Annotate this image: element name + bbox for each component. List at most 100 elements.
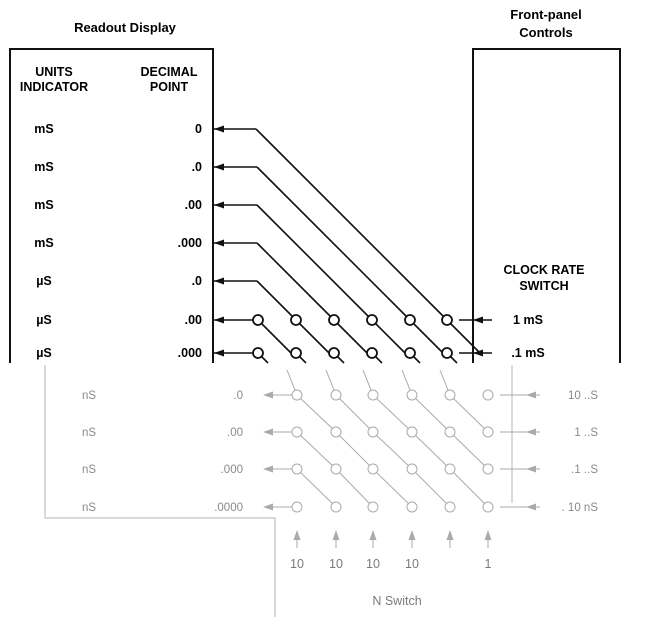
switch-node (441, 347, 453, 359)
n-switch-arrow (446, 530, 454, 540)
clock-rate-value: .1 ..S (571, 464, 598, 476)
wire (409, 319, 444, 354)
units-label: mS (34, 160, 53, 174)
clock-rate-value: 10 ..S (568, 390, 598, 402)
arrow (263, 503, 273, 511)
switch-node (366, 314, 378, 326)
switch-node (291, 463, 303, 475)
switch-node (444, 426, 456, 438)
switch-node (444, 389, 456, 401)
switch-node (406, 389, 418, 401)
wire (296, 468, 337, 508)
arrow (214, 316, 224, 324)
units-indicator-header-line1: UNITS (35, 65, 73, 79)
switch-node (330, 463, 342, 475)
arrow (526, 503, 536, 511)
n-switch-value: 10 (405, 557, 419, 571)
n-switch-arrow (484, 530, 492, 540)
units-label: µS (36, 313, 52, 327)
wire (257, 319, 292, 354)
switch-node (291, 426, 303, 438)
arrow (214, 201, 224, 209)
decimal-label: .0 (192, 274, 202, 288)
switch-node (444, 463, 456, 475)
wire (371, 319, 406, 354)
n-switch-value: 10 (290, 557, 304, 571)
decimal-label: .000 (221, 464, 243, 476)
switch-node (482, 463, 494, 475)
arrow (526, 391, 536, 399)
units-label: mS (34, 198, 53, 212)
wire (372, 394, 413, 433)
arrow (214, 125, 224, 133)
switch-node (406, 463, 418, 475)
switch-node (444, 501, 456, 513)
clock-rate-switch-label-line2: SWITCH (519, 279, 568, 293)
switch-node (482, 501, 494, 513)
switch-node (330, 426, 342, 438)
wire (411, 468, 451, 508)
clock-rate-value: 1 mS (513, 313, 543, 327)
front-panel-box (472, 48, 621, 363)
clock-rate-value: . 10 nS (562, 502, 599, 514)
switch-nodes (252, 314, 494, 513)
decimal-point-header-line1: DECIMAL (141, 65, 198, 79)
n-switch-label: N Switch (372, 594, 421, 608)
switch-node (367, 501, 379, 513)
arrow (214, 163, 224, 171)
wire (372, 468, 413, 508)
clock-rate-switch-label-line1: CLOCK RATE (503, 263, 584, 277)
front-panel-title-line2: Controls (519, 25, 572, 40)
units-label: mS (34, 122, 53, 136)
arrow (473, 316, 483, 324)
switch-node (404, 347, 416, 359)
switch-node (330, 389, 342, 401)
arrow (526, 428, 536, 436)
wire (449, 468, 489, 508)
n-switch-arrow (369, 530, 377, 540)
n-switch-group: 10 10 10 10 1 (290, 530, 492, 571)
wire (372, 431, 413, 470)
decimal-label: .00 (185, 313, 202, 327)
units-indicator-header-line2: INDICATOR (20, 80, 88, 94)
wire (411, 394, 451, 433)
switch-node (367, 463, 379, 475)
wire (335, 394, 374, 433)
wire (333, 319, 368, 354)
units-label: nS (82, 464, 96, 476)
units-label: mS (34, 236, 53, 250)
arrow (263, 465, 273, 473)
wire (449, 394, 489, 433)
n-switch-arrow (408, 530, 416, 540)
n-switch-arrow (332, 530, 340, 540)
arrow (263, 391, 273, 399)
switch-node (290, 347, 302, 359)
decimal-label: .0000 (214, 502, 243, 514)
switch-node (291, 501, 303, 513)
switch-node (330, 501, 342, 513)
n-switch-value: 10 (329, 557, 343, 571)
units-label: nS (82, 390, 96, 402)
switch-node (441, 314, 453, 326)
clock-rate-values: 1 mS .1 mS 10 ..S 1 ..S .1 ..S . 10 nS (511, 313, 598, 514)
readout-display-box (9, 48, 214, 363)
wire (411, 431, 451, 470)
wire (295, 319, 330, 354)
decimal-point-header-line2: POINT (150, 80, 189, 94)
clock-rate-value: 1 ..S (574, 427, 598, 439)
wire (296, 394, 337, 433)
n-switch-arrow (293, 530, 301, 540)
switch-node (291, 389, 303, 401)
decimal-label: .00 (185, 198, 202, 212)
units-label: nS (82, 427, 96, 439)
wire (256, 280, 297, 321)
switch-node (290, 314, 302, 326)
arrow (214, 239, 224, 247)
switch-node (366, 347, 378, 359)
switch-node (404, 314, 416, 326)
switch-node (406, 501, 418, 513)
arrow (214, 349, 224, 357)
clock-rate-value: .1 mS (511, 346, 544, 360)
wire (296, 431, 337, 470)
wire (449, 431, 489, 470)
